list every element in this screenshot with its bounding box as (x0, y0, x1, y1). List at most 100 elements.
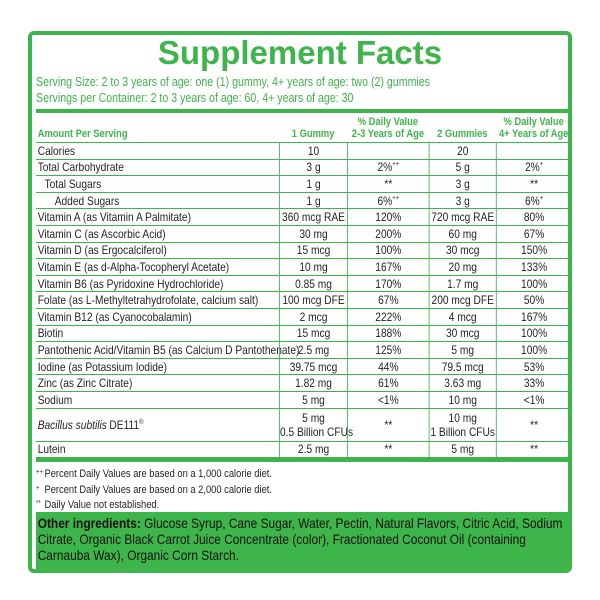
cell-text: 1 g (306, 193, 321, 208)
cell: 39.75 mcg (279, 358, 347, 375)
cell-text: Total Sugars (44, 176, 102, 191)
cell-text: 167% (375, 259, 402, 274)
cell: 1 g (279, 192, 347, 209)
table-row: Bacillus subtilis DE111® 5 mg 0.5 Billion C… (36, 408, 568, 442)
cell-text: 4 mcg (448, 309, 477, 324)
cell-text: 167% (521, 309, 548, 324)
nutrient-name: Sodium (36, 392, 279, 408)
cell: 133% (495, 259, 568, 275)
cell-text: Sodium (37, 392, 73, 407)
footnote-mark: ++ (36, 469, 43, 477)
cell-text: 20 (457, 143, 469, 158)
cell: 5 mg (428, 342, 496, 358)
nutrient-name: Vitamin E (as d-Alpha-Tocopheryl Acetate… (36, 259, 279, 275)
cell-text: <1% (377, 392, 399, 407)
cell-text: 3 g (306, 160, 321, 175)
table-row: Vitamin A (as Vitamin A Palmitate) 360 mc… (36, 209, 568, 226)
nutrient-name: Vitamin A (as Vitamin A Palmitate) (36, 209, 279, 225)
cell-text: Iodine (as Potassium Iodide) (37, 359, 167, 374)
cell: 1.82 mg (279, 375, 347, 391)
cell-line: 0.5 Billion CFUs (279, 424, 354, 439)
cell-text: 10 mg (448, 392, 477, 407)
cell: 125% (347, 342, 429, 358)
cell: 3 g (428, 176, 496, 192)
supplement-facts-panel: Supplement Facts Serving Size: 2 to 3 ye… (28, 31, 572, 573)
cell-text: 5 mg (302, 392, 325, 407)
cell-rich: Bacillus subtilis DE111® (38, 418, 279, 432)
cell: 6%++ (347, 192, 429, 209)
cell: 79.5 mcg (428, 358, 496, 375)
cell-text: Folate (as L-Methyltetrahydrofolate, cal… (37, 293, 259, 308)
cell: 10 mg (428, 391, 496, 408)
divider (36, 109, 568, 113)
cell-line: % Daily Value (357, 116, 419, 128)
cell-text: Added Sugars (54, 193, 120, 208)
table-row: Lutein 2.5 mg ** 5 mg ** (36, 441, 568, 459)
cell-text: ** (384, 176, 393, 191)
cell-line: 10 mg (448, 410, 477, 425)
cell: 60 mg (428, 225, 496, 242)
cell-rich: 2%++ (348, 160, 429, 174)
cell (347, 143, 429, 159)
cell-text: 1.82 mg (295, 376, 332, 391)
table-row: Sodium 5 mg <1% 10 mg <1% (36, 391, 568, 409)
cell-text: Vitamin D (as Ergocalciferol) (37, 243, 167, 258)
cell-text: 53% (523, 359, 545, 374)
superscript: + (539, 194, 544, 202)
cell-text: 133% (521, 259, 548, 274)
cell-text: 15 mcg (296, 243, 331, 258)
cell-text: 67% (378, 293, 399, 308)
header-cell: 2 Gummies (429, 113, 496, 142)
nutrient-name: Vitamin D (as Ergocalciferol) (36, 243, 279, 259)
cell-text: 5 mg (451, 342, 475, 357)
cell-text: ** (530, 417, 539, 432)
cell-text: 360 mcg RAE (282, 210, 345, 225)
table-row: Vitamin B6 (as Pyridoxine Hydrochloride)… (36, 275, 568, 293)
cell: 100% (495, 325, 568, 342)
cell: 170% (347, 275, 429, 292)
cell: 720 mcg RAE (428, 209, 496, 225)
cell: 5 g (428, 159, 496, 176)
other-ingredients-label: Other ingredients: (37, 515, 141, 532)
cell-text: ** (530, 442, 539, 457)
cell-text: 3 g (455, 176, 470, 191)
superscript: ++ (392, 194, 400, 202)
cell-text: 5 g (455, 160, 470, 175)
cell-text: Biotin (37, 326, 64, 341)
cell-text: 61% (378, 376, 399, 391)
cell: ** (495, 408, 568, 441)
cell: 20 mg (428, 259, 496, 275)
cell: 150% (495, 242, 568, 259)
cell-rich: 6%++ (348, 194, 429, 208)
cell: 5 mg (279, 391, 347, 408)
cell-text: Lutein (37, 442, 66, 457)
footnote-text: Daily Value not established. (44, 499, 160, 512)
cell: 10 mg (279, 259, 347, 275)
cell: 33% (495, 375, 568, 391)
cell-text: 2 mcg (299, 309, 328, 324)
cell: 2%+ (495, 159, 568, 176)
nutrient-name: Iodine (as Potassium Iodide) (36, 359, 279, 375)
cell-text: 30 mcg (445, 243, 480, 258)
divider (36, 458, 568, 463)
cell-text: 188% (375, 326, 402, 341)
cell-text: Vitamin C (as Ascorbic Acid) (37, 226, 166, 241)
table-row: Added Sugars 1 g 6%++ 3 g 6%+ (36, 192, 568, 210)
panel-body: Serving Size: 2 to 3 years of age: one (… (36, 74, 568, 569)
cell-text: Calories (37, 143, 76, 158)
cell-text: 125% (375, 342, 402, 357)
cell-text: 6% (377, 193, 393, 208)
footnote: + Percent Daily Values are based on a 2,0… (36, 482, 568, 498)
cell: 3.63 mg (428, 375, 496, 391)
cell-rich: 6%+ (497, 194, 568, 208)
header-row: Amount Per Serving 1 Gummy% Daily Value 2-… (36, 113, 568, 143)
cell: 20 (428, 143, 496, 159)
table-row: Vitamin D (as Ergocalciferol) 15 mcg 100% 3… (36, 242, 568, 260)
cell-text: ** (384, 442, 393, 457)
cell: 30 mg (279, 225, 347, 242)
serving-size: Serving Size: 2 to 3 years of age: one (… (36, 75, 431, 89)
superscript: + (539, 161, 544, 169)
header-cell: % Daily Value 4+ Years of Age (496, 113, 568, 142)
cell-text: 120% (375, 210, 402, 225)
cell-text: 80% (523, 210, 545, 225)
